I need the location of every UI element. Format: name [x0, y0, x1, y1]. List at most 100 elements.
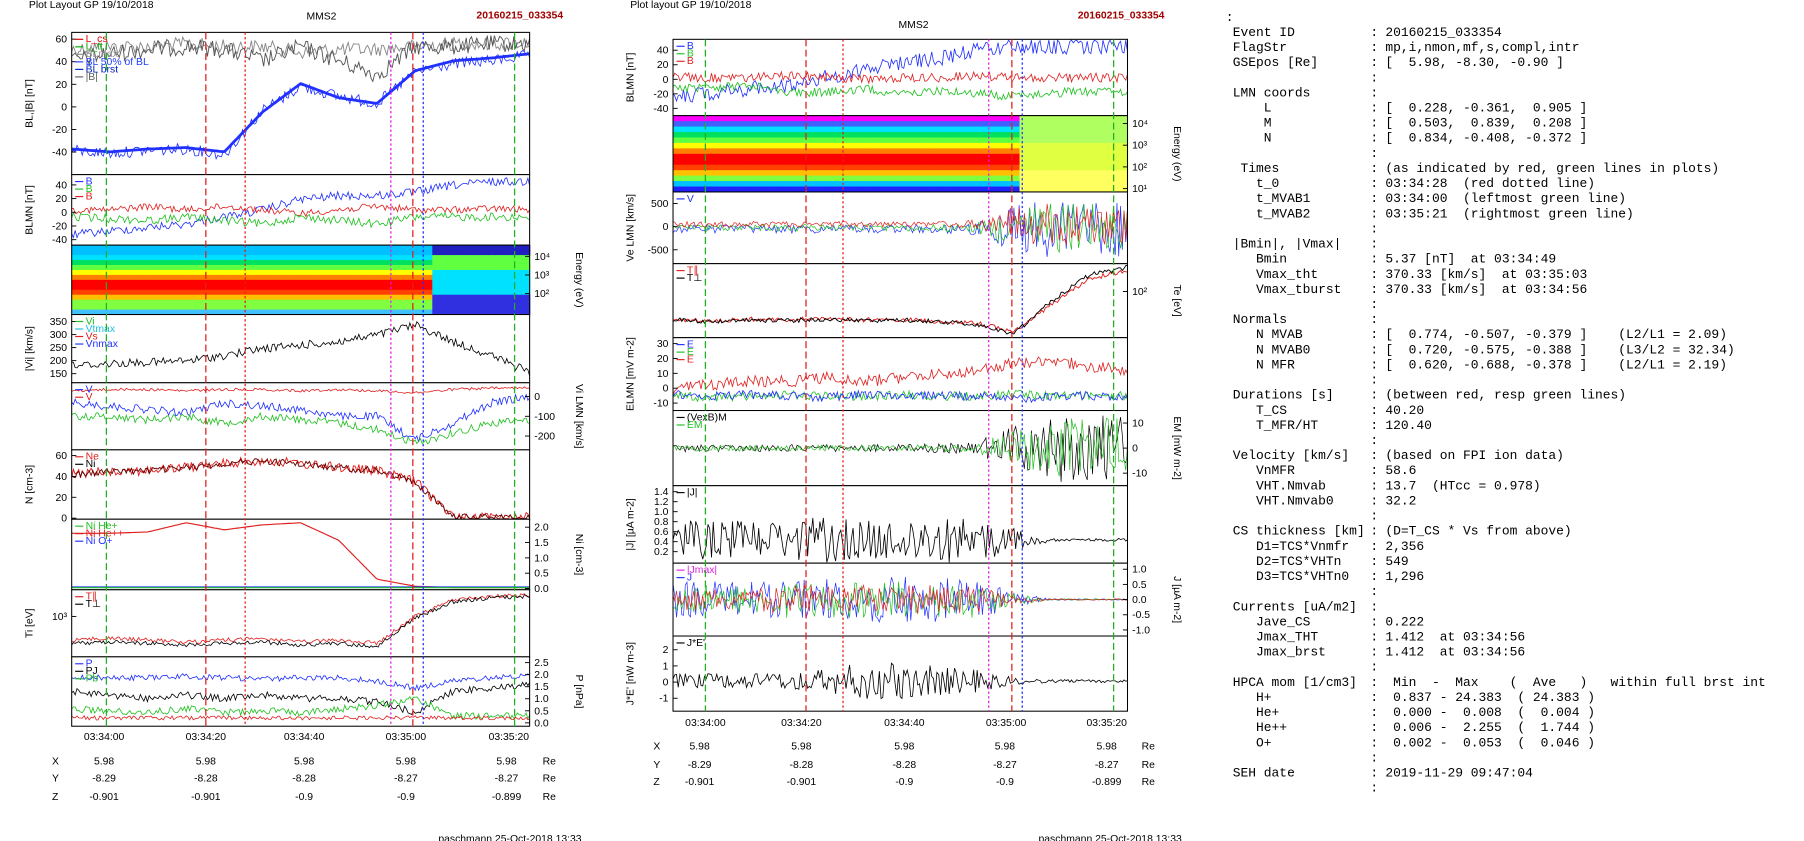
spectrogram-cell	[420, 279, 428, 286]
spectrogram-cell	[277, 294, 285, 301]
spectrogram-cell	[323, 264, 330, 271]
spectrogram-cell	[911, 164, 918, 171]
spectrogram-cell	[472, 245, 479, 251]
trace	[672, 389, 1128, 403]
spectrogram-cell	[363, 269, 371, 276]
spectrogram-cell	[518, 294, 525, 301]
spectrogram-cell	[1059, 164, 1066, 171]
spectrogram-cell	[815, 142, 822, 150]
y-tick-label: 0	[61, 514, 67, 525]
spectrogram-cell	[231, 250, 239, 256]
spectrogram-cell	[735, 175, 742, 182]
spectrogram-cell	[974, 164, 981, 171]
info-label: |Bmin|, |Vmax|	[1233, 237, 1342, 252]
y-tick-label: -500	[648, 245, 669, 256]
spectrogram-cell	[340, 274, 348, 281]
spectrogram-cell	[289, 304, 296, 311]
y-axis-label: ELMN [mV m-2]	[626, 337, 637, 411]
spectrogram-cell	[203, 279, 210, 286]
spectrogram-cell	[1002, 170, 1009, 177]
spectrogram-cell	[157, 245, 164, 251]
spectrogram-cell	[197, 274, 205, 281]
spectrogram-cell	[260, 255, 268, 261]
spectrogram-cell	[128, 289, 136, 296]
spectrogram-cell	[877, 159, 884, 166]
info-label: N MVAB0	[1233, 342, 1311, 357]
spectrogram-cell	[905, 148, 913, 155]
info-label: Normals	[1233, 312, 1287, 327]
spectrogram-cell	[1030, 175, 1038, 182]
spectrogram-cell	[254, 245, 262, 251]
spectrogram-cell	[209, 274, 216, 281]
spectrogram-cell	[1013, 137, 1021, 144]
spectrogram-cell	[277, 289, 285, 296]
spectrogram-cell	[911, 153, 918, 160]
spectrogram-cell	[483, 304, 491, 311]
spectrogram-cell	[1013, 186, 1021, 193]
spectrogram-cell	[123, 289, 130, 296]
spectrogram-cell	[231, 289, 239, 296]
spectrogram-cell	[741, 137, 748, 144]
spectrogram-cell	[231, 269, 239, 276]
spectrogram-cell	[346, 289, 353, 296]
spectrogram-cell	[951, 186, 958, 193]
spectrogram-cell	[968, 126, 975, 133]
spectrogram-cell	[1047, 121, 1055, 128]
spectrogram-cell	[512, 255, 519, 261]
spectrogram-cell	[968, 164, 975, 171]
spectrogram-cell	[673, 170, 680, 177]
spectrogram-cell	[392, 284, 399, 291]
spectrogram-cell	[77, 245, 84, 251]
spectrogram-cell	[1042, 126, 1049, 133]
spectrogram-cell	[940, 115, 947, 122]
spectrogram-cell	[945, 142, 953, 150]
spectrogram-cell	[340, 260, 348, 266]
spectrogram-cell	[220, 255, 227, 261]
spectrogram-cell	[397, 274, 405, 281]
spectrogram-cell	[991, 142, 998, 150]
spectrogram-cell	[151, 289, 159, 296]
spectrogram-cell	[472, 269, 479, 276]
spectrogram-cell	[460, 304, 468, 311]
spectrogram-cell	[695, 175, 703, 182]
spectrogram-cell	[729, 181, 737, 188]
info-label: Durations [s]	[1233, 388, 1334, 403]
spectrogram-cell	[769, 121, 776, 128]
spectrogram-cell	[329, 250, 336, 256]
spectrogram-cell	[763, 170, 771, 177]
spectrogram-cell	[111, 279, 119, 286]
spectrogram-cell	[501, 294, 508, 301]
spectrogram-cell	[894, 181, 901, 188]
spectrogram-cell	[180, 264, 187, 271]
spectrogram-cell	[226, 289, 233, 296]
spectrogram-cell	[300, 279, 308, 286]
spectrogram-cell	[203, 304, 210, 311]
y-tick-label: 1.2	[654, 497, 669, 508]
y-tick-label: 10	[1132, 419, 1144, 430]
coord-value: -8.27	[1095, 760, 1119, 771]
spectrogram-cell	[894, 142, 901, 150]
spectrogram-cell	[769, 181, 776, 188]
spectrogram-cell	[1099, 153, 1106, 160]
spectrogram-cell	[277, 264, 285, 271]
spectrogram-cell	[707, 148, 714, 155]
spectrogram-cell	[1076, 148, 1083, 155]
spectrogram-cell	[1065, 131, 1072, 139]
spectrogram-cell	[386, 284, 393, 291]
spectrogram-cell	[134, 264, 142, 271]
y-tick-label: -40	[653, 104, 668, 115]
spectrogram-cell	[746, 175, 754, 182]
spectrogram-cell	[438, 289, 445, 296]
spectrogram-cell	[888, 186, 896, 193]
spectrogram-cell	[415, 284, 422, 291]
spectrogram-cell	[746, 186, 754, 193]
spectrogram-cell	[294, 245, 302, 251]
spectrogram-cell	[363, 299, 371, 306]
spectrogram-cell	[1093, 131, 1100, 139]
spectrogram-cell	[323, 309, 330, 316]
spectrogram-cell	[375, 289, 382, 296]
spectrogram-cell	[928, 121, 936, 128]
spectrogram-cell	[329, 245, 336, 251]
spectrogram-cell	[106, 299, 113, 306]
spectrogram-cell	[922, 115, 930, 122]
